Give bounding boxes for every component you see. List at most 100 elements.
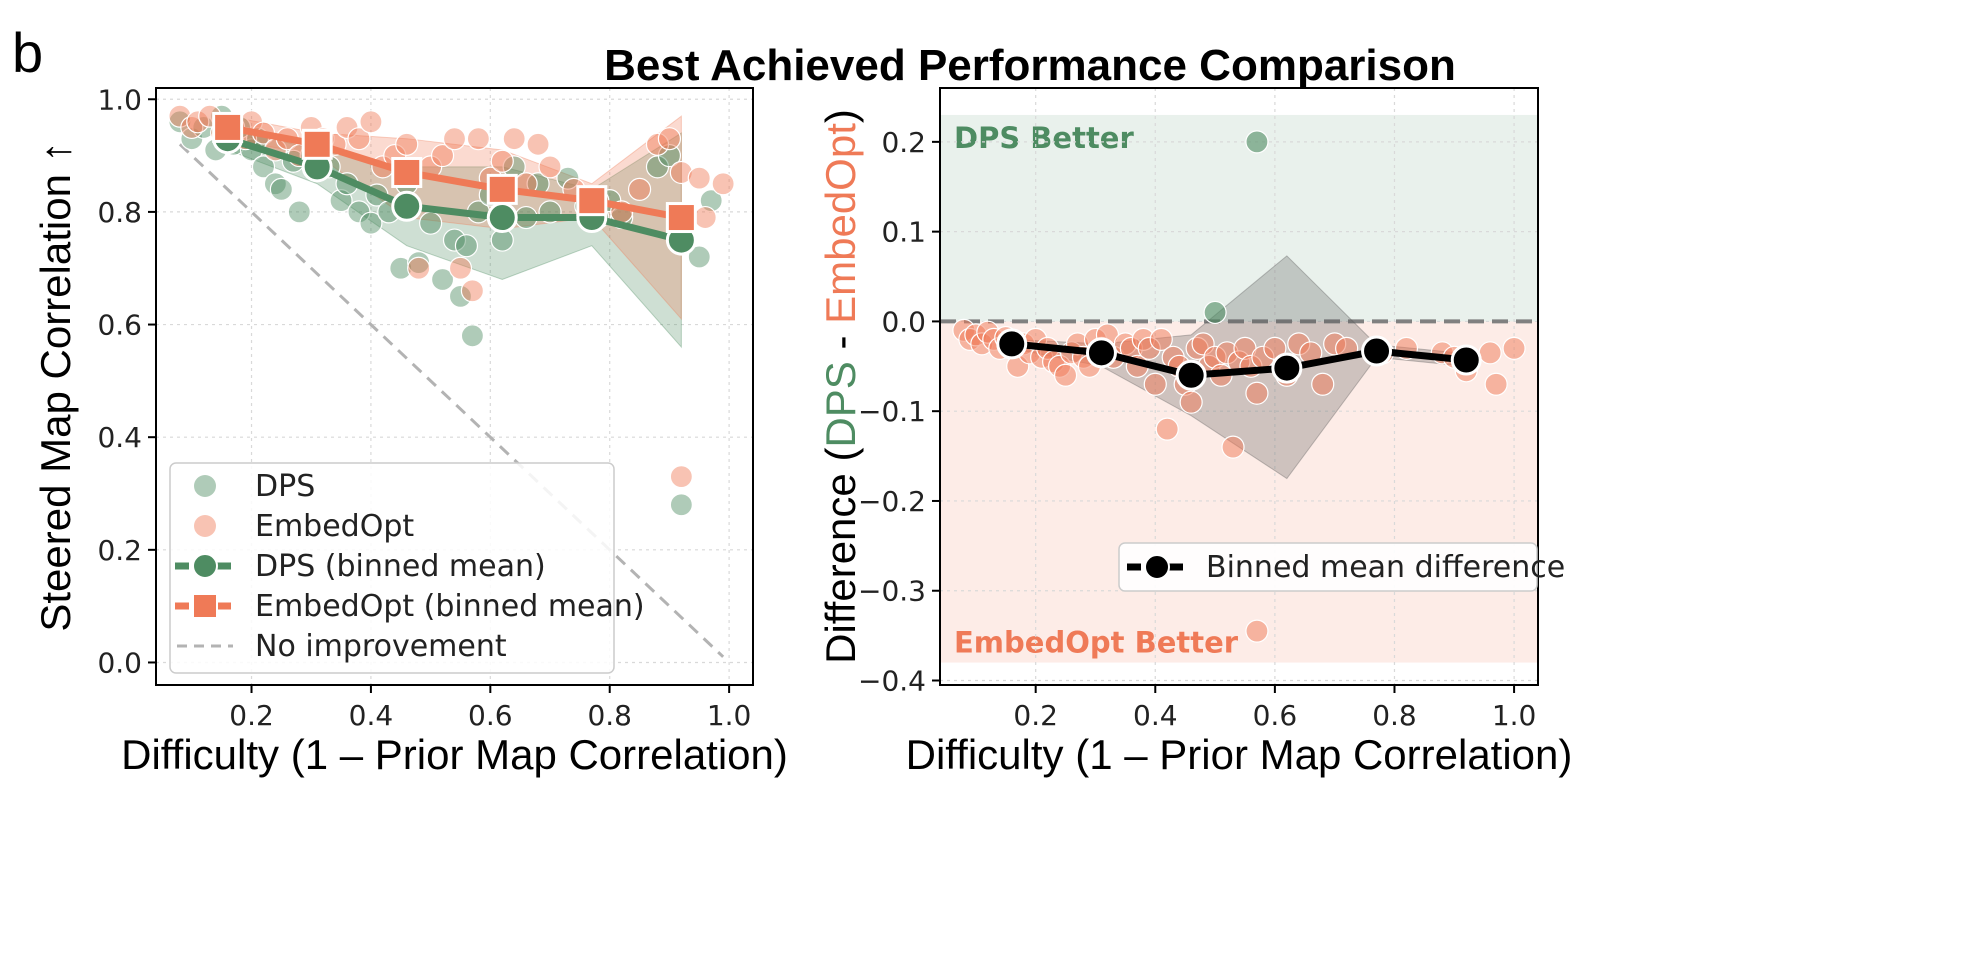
legend-label: EmbedOpt (255, 509, 414, 544)
y-tick-label: 0.1 (881, 216, 926, 249)
dps-point (168, 110, 192, 134)
embedopt-point (669, 465, 693, 489)
left-x-label: Difficulty (1 – Prior Map Correlation) (121, 731, 788, 778)
embedopt-better-point (1478, 341, 1502, 365)
dps-better-region (940, 114, 1538, 322)
left-ticks: 0.2 0.4 0.6 0.8 1.0 0.0 0.2 0.4 0.6 0.8 1.0 (97, 83, 751, 732)
dps-point (359, 211, 383, 235)
embedopt-point (186, 110, 210, 134)
y-tick-label: 1.0 (97, 83, 142, 116)
embedopt-point (693, 205, 717, 230)
right-y-label-part-1: Difference ( (817, 448, 864, 664)
embedopt-mean-marker (576, 185, 608, 217)
embedopt-point (627, 177, 652, 201)
embedopt-point (448, 256, 473, 280)
embedopt-mean-marker (665, 202, 697, 234)
left-reference (178, 143, 725, 658)
embedopt-point (395, 132, 419, 156)
mean-difference-marker (1085, 337, 1117, 369)
dps-point (419, 211, 443, 235)
left-axes-frame (155, 87, 754, 686)
embedopt-mean-marker (212, 111, 244, 143)
embedopt-point (490, 149, 514, 173)
y-tick-label: 0.8 (97, 196, 142, 229)
left-lines (212, 111, 697, 256)
y-tick-label: 0.4 (97, 421, 142, 454)
dps-point (430, 267, 455, 292)
legend-label: DPS (binned mean) (255, 549, 546, 584)
dps-point (669, 493, 693, 517)
right-lines (996, 328, 1482, 391)
embedopt-better-point (1053, 363, 1078, 387)
y-tick-label: 0.2 (97, 534, 142, 567)
legend-label: DPS (255, 469, 315, 504)
embedopt-better-point (1245, 381, 1269, 405)
x-tick-label: 0.2 (229, 699, 274, 732)
dps-point (251, 155, 276, 179)
left-legend: DPS EmbedOpt DPS (binned mean) EmbedOpt (bi… (169, 462, 645, 674)
legend-embedopt-swatch (194, 515, 216, 537)
legend-dps-mean-marker (192, 553, 218, 579)
embedopt-better-point (1179, 390, 1203, 414)
dps-point (448, 284, 473, 308)
left-legend-box (169, 462, 615, 674)
embedopt-better-point (1502, 336, 1526, 360)
right-y-label-part-3: - (817, 324, 864, 361)
embedopt-better-label: EmbedOpt Better (954, 626, 1239, 660)
dps-mean-marker (486, 202, 518, 234)
embedopt-point (430, 143, 455, 168)
right-y-label-embedopt: EmbedOpt (817, 123, 864, 324)
embedopt-point (407, 256, 431, 280)
mean-difference-marker (1450, 344, 1482, 376)
right-x-label: Difficulty (1 – Prior Map Correlation) (906, 731, 1573, 778)
embedopt-point (687, 166, 711, 190)
dps-mean-marker (391, 190, 423, 222)
left-y-label: Steered Map Correlation ↑ (32, 141, 79, 631)
embedopt-better-point (1484, 372, 1508, 396)
y-tick-label: 0.2 (881, 126, 926, 159)
legend-embedopt-mean-marker (192, 593, 218, 619)
dps-point (407, 250, 431, 275)
embedopt-better-point (1143, 372, 1167, 396)
right-panel: DPS Better EmbedOpt Better 0.2 0.4 0.6 0.8 1.… (817, 87, 1573, 778)
x-tick-label: 0.8 (587, 699, 632, 732)
embedopt-better-point (1149, 327, 1173, 351)
y-tick-label: 0.0 (97, 646, 142, 679)
embedopt-point (526, 132, 550, 156)
mean-difference-marker (996, 328, 1028, 360)
dps-point (556, 166, 580, 190)
x-tick-label: 0.2 (1013, 699, 1058, 732)
embedopt-point (460, 279, 485, 303)
x-tick-label: 0.6 (1253, 699, 1298, 732)
y-tick-label: −0.4 (858, 665, 926, 698)
figure-title: Best Achieved Performance Comparison (604, 41, 1456, 90)
embedopt-mean-marker (391, 156, 423, 188)
x-tick-label: 0.6 (468, 699, 513, 732)
embedopt-point (347, 127, 371, 151)
mean-difference-marker (1175, 359, 1207, 391)
embedopt-mean-marker (301, 128, 333, 160)
x-tick-label: 0.4 (349, 699, 394, 732)
legend-dps-swatch (194, 475, 216, 497)
left-panel: 0.2 0.4 0.6 0.8 1.0 0.0 0.2 0.4 0.6 0.8 1.0 Diffic… (32, 83, 788, 778)
embedopt-better-point (1221, 435, 1245, 459)
legend-mean-difference-marker (1144, 554, 1170, 580)
right-ticks: 0.2 0.4 0.6 0.8 1.0 −0.4 −0.3 −0.2 −0.1 0.0 0.1 0.2 (858, 126, 1536, 732)
legend-label: Binned mean difference (1206, 550, 1565, 585)
right-y-label-dps: DPS (817, 361, 864, 447)
y-tick-label: 0.6 (97, 309, 142, 342)
embedopt-point (502, 127, 526, 151)
x-tick-label: 1.0 (707, 699, 752, 732)
legend-label: EmbedOpt (binned mean) (255, 589, 645, 624)
embedopt-better-point (1245, 619, 1269, 643)
y-tick-label: −0.1 (858, 395, 926, 428)
embedopt-point (645, 132, 670, 156)
mean-difference-marker (1361, 335, 1393, 367)
dps-point (389, 256, 413, 280)
legend-label: No improvement (255, 629, 507, 664)
x-tick-label: 0.8 (1372, 699, 1417, 732)
right-grid (940, 88, 1538, 685)
right-y-label-part-5: ) (817, 109, 864, 123)
dps-better-label: DPS Better (954, 121, 1134, 155)
